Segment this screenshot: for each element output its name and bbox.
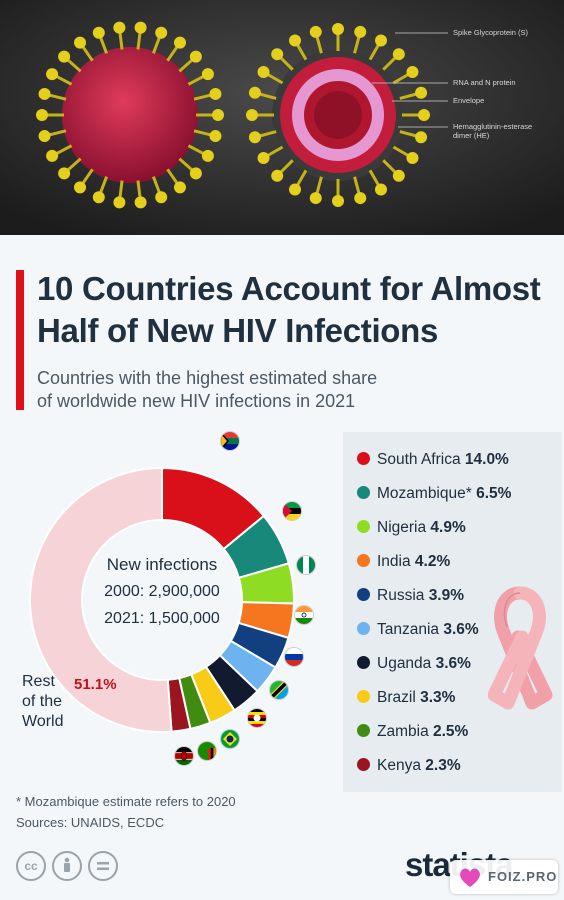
flag-tanzania-icon [270, 681, 288, 699]
legend-swatch [357, 690, 370, 703]
subtitle-line-2: of worldwide new HIV infections in 2021 [37, 391, 356, 411]
flag-mozambique-icon [283, 502, 301, 520]
legend-swatch [357, 656, 370, 669]
legend-label: South Africa [377, 451, 465, 468]
watermark-text: FOIZ.PRO [488, 869, 558, 884]
center-line-3: 2021: 1,500,000 [104, 610, 220, 627]
legend-item-tanzania: Tanzania 3.6% [357, 621, 479, 643]
rest-of-world-value: 51.1% [74, 676, 117, 693]
chart-subtitle: Countries with the highest estimated sha… [37, 367, 457, 413]
legend-swatch [357, 724, 370, 737]
legend-value: 4.2% [414, 553, 451, 570]
legend-swatch [357, 452, 370, 465]
awareness-ribbon-icon [488, 586, 553, 710]
legend-label: India [377, 553, 415, 570]
legend-item-uganda: Uganda 3.6% [357, 655, 471, 677]
legend-label: Mozambique* [377, 485, 477, 502]
label-rna: RNA and N protein [453, 78, 516, 87]
legend-value: 6.5% [476, 485, 512, 502]
heart-icon [460, 868, 480, 887]
attribution-icon[interactable] [52, 851, 82, 881]
legend-value: 3.3% [420, 689, 456, 706]
legend-swatch [357, 758, 370, 771]
legend-value: 2.3% [425, 757, 461, 774]
coronavirus-illustration: Spike Glycoprotein (S) RNA and N protein… [0, 0, 564, 235]
rest-line-2: of the [22, 693, 63, 710]
label-spike: Spike Glycoprotein (S) [453, 28, 529, 37]
legend-label: Brazil [377, 689, 421, 706]
legend-item-kenya: Kenya 2.3% [357, 757, 461, 779]
donut-center-label: New infections 2000: 2,900,000 2021: 1,5… [92, 552, 232, 632]
footnote-text: * Mozambique estimate refers to 2020 [16, 794, 236, 809]
virus-cross-section-icon [272, 49, 404, 181]
virus-exterior-icon [62, 47, 198, 183]
legend-item-nigeria: Nigeria 4.9% [357, 519, 466, 541]
legend-swatch [357, 554, 370, 567]
creative-commons-icon[interactable]: cc [16, 851, 46, 881]
chart-legend: South Africa 14.0% Mozambique* 6.5% Nigeri… [343, 432, 562, 792]
label-he-1: Hemagglutinin-esterase [453, 122, 533, 131]
legend-item-south-africa: South Africa 14.0% [357, 451, 509, 473]
legend-label: Kenya [377, 757, 426, 774]
flag-brazil-icon [221, 730, 239, 748]
flag-zambia-icon [198, 742, 216, 760]
rest-of-world-label: Rest of the World [22, 672, 64, 732]
legend-value: 4.9% [430, 519, 466, 536]
center-line-2: 2000: 2,900,000 [104, 583, 220, 600]
label-envelope: Envelope [453, 96, 485, 105]
flag-nigeria-icon [297, 556, 315, 574]
legend-value: 3.6% [443, 621, 479, 638]
legend-label: Nigeria [377, 519, 431, 536]
donut-slice-rest-of-the-world [29, 466, 173, 733]
legend-label: Tanzania [377, 621, 444, 638]
label-he-2: dimer (HE) [453, 131, 490, 140]
rest-line-1: Rest [22, 673, 55, 690]
chart-title: 10 Countries Account for Almost Half of … [37, 268, 557, 352]
watermark-badge: FOIZ.PRO [450, 860, 558, 894]
legend-label: Zambia [377, 723, 433, 740]
title-line-1: 10 Countries Account for Almost [37, 270, 541, 307]
subtitle-line-1: Countries with the highest estimated sha… [37, 368, 378, 388]
legend-item-mozambique: Mozambique* 6.5% [357, 485, 511, 507]
legend-value: 14.0% [464, 451, 509, 468]
flag-india-icon [295, 606, 313, 624]
legend-value: 3.6% [435, 655, 471, 672]
flag-russia-icon [285, 648, 303, 666]
donut-chart [29, 466, 295, 733]
title-line-2: Half of New HIV Infections [37, 312, 439, 349]
legend-item-zambia: Zambia 2.5% [357, 723, 468, 745]
flag-kenya-icon [175, 747, 193, 765]
title-accent-bar [16, 270, 24, 410]
flag-south-africa-icon [221, 432, 239, 450]
rest-line-3: World [22, 713, 64, 730]
flag-uganda-icon [248, 709, 266, 727]
legend-value: 3.9% [428, 587, 465, 604]
legend-swatch [357, 622, 370, 635]
legend-swatch [357, 520, 370, 533]
legend-item-russia: Russia 3.9% [357, 587, 464, 609]
legend-value: 2.5% [433, 723, 469, 740]
sources-text: Sources: UNAIDS, ECDC [16, 815, 165, 830]
legend-item-brazil: Brazil 3.3% [357, 689, 455, 711]
legend-item-india: India 4.2% [357, 553, 450, 575]
legend-swatch [357, 486, 370, 499]
center-line-1: New infections [106, 555, 218, 574]
legend-label: Uganda [377, 655, 436, 672]
legend-swatch [357, 588, 370, 601]
chart-footnote: * Mozambique estimate refers to 2020 Sou… [16, 791, 236, 833]
no-derivatives-icon[interactable] [88, 851, 118, 881]
spike-protein-icon [36, 21, 430, 209]
legend-label: Russia [377, 587, 429, 604]
